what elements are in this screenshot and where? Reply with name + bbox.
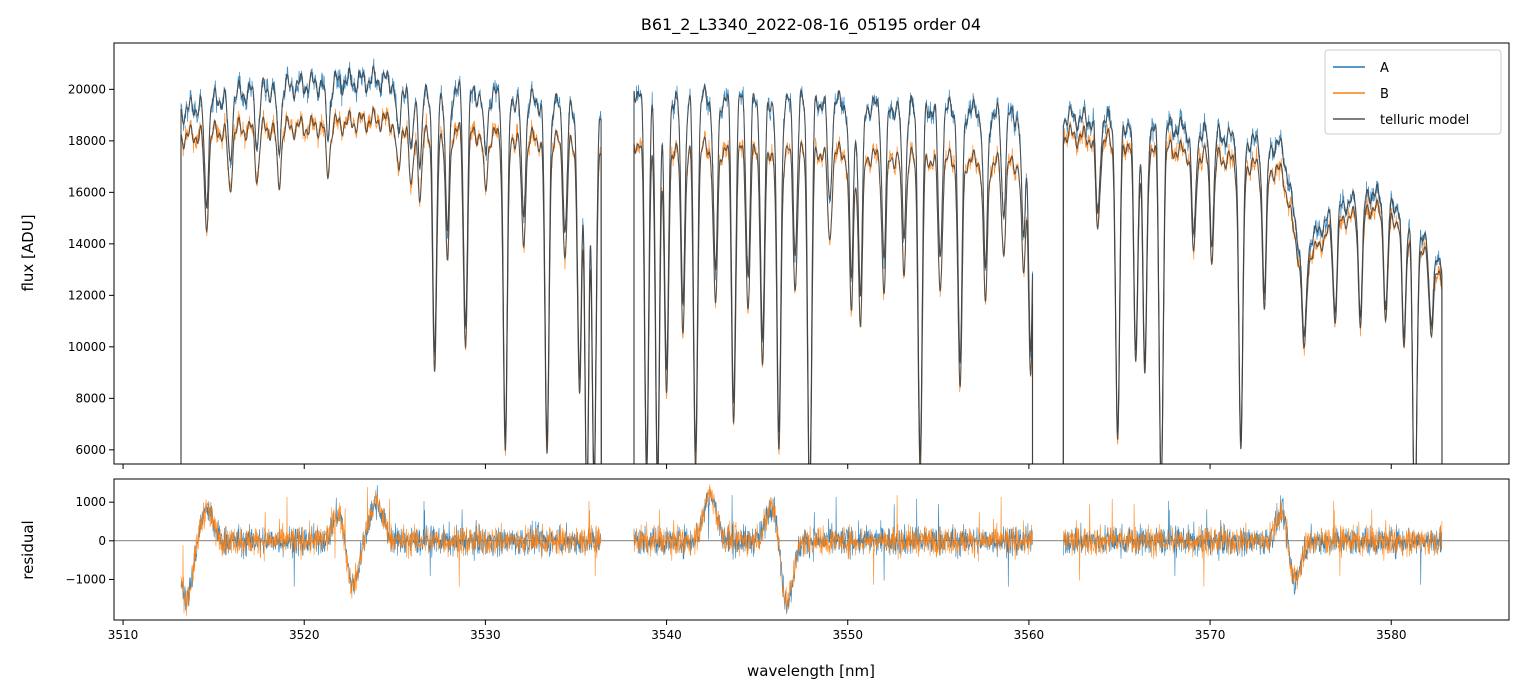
residual-y-tick-label: 0 xyxy=(98,534,106,548)
legend-label-a: A xyxy=(1380,61,1389,76)
residual-x-ticks: 3510 3520 3530 3540 3550 3560 3570 3580 xyxy=(108,620,1407,642)
residual-y-axis-label: residual xyxy=(19,520,37,579)
residual-x-tick-label: 3560 xyxy=(1014,628,1045,642)
residual-b-line xyxy=(633,484,1033,612)
telluric-model-line xyxy=(180,106,602,464)
telluric-model-line xyxy=(1062,105,1443,464)
residual-y-tick-label: 1000 xyxy=(75,495,106,509)
flux-y-tick-label: 16000 xyxy=(68,185,106,199)
residual-b-line xyxy=(180,487,602,616)
flux-series-group xyxy=(180,58,1443,464)
telluric-model-line xyxy=(633,136,1034,464)
residual-x-tick-label: 3550 xyxy=(832,628,863,642)
flux-panel-frame xyxy=(113,42,1510,465)
telluric-model-line xyxy=(180,65,602,464)
residual-x-tick-label: 3530 xyxy=(470,628,501,642)
flux-panel: 6000 8000 10000 12000 14000 16000 18000 20000 f… xyxy=(19,42,1510,469)
residual-y-tick-label: −1000 xyxy=(65,572,106,586)
residual-x-tick-label: 3540 xyxy=(651,628,682,642)
legend: A B telluric model xyxy=(1324,49,1502,135)
legend-box xyxy=(1324,49,1502,135)
flux-y-tick-label: 20000 xyxy=(68,82,106,96)
flux-y-ticks: 6000 8000 10000 12000 14000 16000 18000 20000 xyxy=(68,82,114,457)
chart-title: B61_2_L3340_2022-08-16_05195 order 04 xyxy=(641,15,981,35)
residual-x-tick-label: 3580 xyxy=(1376,628,1407,642)
residual-x-tick-label: 3510 xyxy=(108,628,139,642)
legend-label-telluric-model: telluric model xyxy=(1380,113,1469,128)
flux-x-ticks xyxy=(122,464,1392,469)
flux-y-tick-label: 18000 xyxy=(68,134,106,148)
residual-x-tick-label: 3520 xyxy=(289,628,320,642)
flux-y-tick-label: 14000 xyxy=(68,237,106,251)
flux-y-tick-label: 6000 xyxy=(75,443,106,457)
flux-y-tick-label: 8000 xyxy=(75,391,106,405)
x-axis-label: wavelength [nm] xyxy=(747,662,875,680)
residual-panel-frame xyxy=(113,478,1510,621)
residual-b-line xyxy=(1063,498,1443,590)
residual-series-group xyxy=(114,484,1509,616)
telluric-model-line xyxy=(633,84,1034,464)
legend-label-b: B xyxy=(1380,87,1389,102)
flux-y-tick-label: 12000 xyxy=(68,288,106,302)
residual-x-tick-label: 3570 xyxy=(1195,628,1226,642)
flux-y-axis-label: flux [ADU] xyxy=(19,214,37,291)
telluric-model-line xyxy=(1062,123,1443,464)
flux-y-tick-label: 10000 xyxy=(68,340,106,354)
residual-y-ticks: −1000 0 1000 xyxy=(65,495,114,586)
series-a-line xyxy=(180,58,602,464)
